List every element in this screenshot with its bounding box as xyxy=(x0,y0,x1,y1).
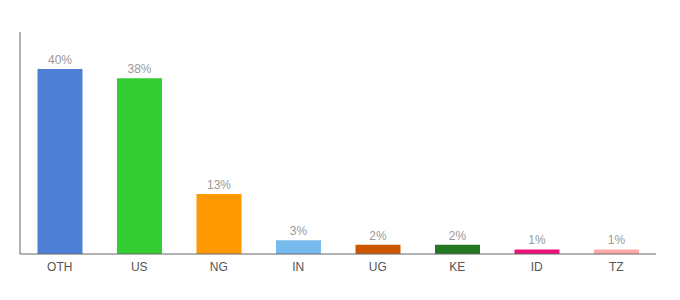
svg-text:2%: 2% xyxy=(449,229,467,243)
svg-text:TZ: TZ xyxy=(609,260,624,274)
svg-text:13%: 13% xyxy=(207,178,231,192)
svg-text:38%: 38% xyxy=(127,62,151,76)
svg-text:OTH: OTH xyxy=(47,260,72,274)
svg-text:2%: 2% xyxy=(369,229,387,243)
svg-text:1%: 1% xyxy=(528,233,546,247)
svg-text:US: US xyxy=(131,260,148,274)
svg-text:IN: IN xyxy=(292,260,304,274)
svg-text:UG: UG xyxy=(369,260,387,274)
svg-text:KE: KE xyxy=(449,260,465,274)
svg-text:NG: NG xyxy=(210,260,228,274)
svg-text:3%: 3% xyxy=(290,224,308,238)
svg-text:40%: 40% xyxy=(48,53,72,67)
svg-text:ID: ID xyxy=(531,260,543,274)
svg-text:1%: 1% xyxy=(608,233,626,247)
